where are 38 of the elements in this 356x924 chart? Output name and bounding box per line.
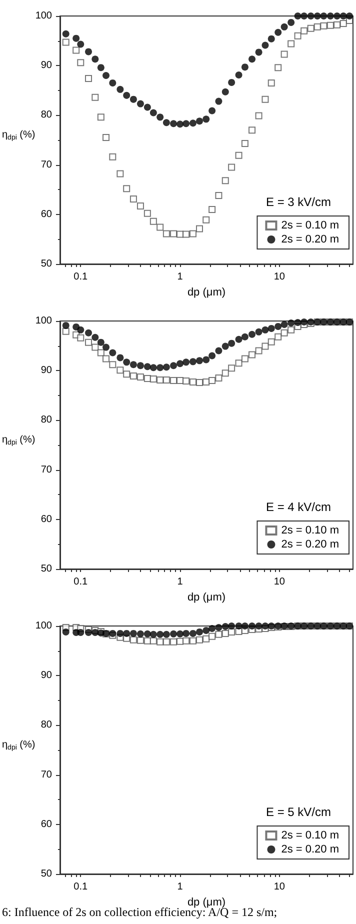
x-tick-label: 10: [274, 272, 286, 282]
y-tick-label: 100: [35, 620, 52, 632]
x-tick-label: 1: [177, 882, 184, 892]
y-tick-label: 70: [40, 159, 52, 170]
legend-label: 2s = 0.20 m: [281, 538, 340, 550]
y-tick-label: 80: [40, 414, 52, 426]
y-tick-label: 70: [40, 464, 52, 476]
y-tick-label: 80: [40, 720, 52, 731]
x-axis-title: dp (μm): [187, 591, 226, 604]
annotation: E = 5 kV/cm: [266, 805, 332, 819]
y-tick-label: 50: [40, 258, 52, 270]
legend-label: 2s = 0.10 m: [281, 220, 340, 232]
x-axis-title: dp (μm): [187, 286, 226, 298]
x-tick-label: 0.1: [74, 576, 88, 588]
y-tick-label: 80: [40, 110, 52, 121]
y-tick-label: 50: [40, 868, 52, 880]
y-tick-label: 50: [40, 564, 52, 574]
x-tick-label: 0.1: [74, 882, 88, 892]
legend-label: 2s = 0.10 m: [281, 830, 340, 842]
x-tick-label: 10: [274, 882, 286, 892]
y-tick-label: 90: [40, 670, 52, 682]
y-tick-label: 60: [40, 208, 52, 220]
annotation: E = 4 kV/cm: [266, 500, 332, 514]
x-tick-label: 1: [177, 576, 184, 588]
legend-label: 2s = 0.20 m: [281, 844, 340, 856]
y-tick-label: 100: [35, 10, 52, 22]
legend-label: 2s = 0.20 m: [281, 234, 340, 246]
y-tick-label: 70: [40, 769, 52, 780]
y-tick-label: 60: [40, 818, 52, 830]
y-tick-label: 90: [40, 365, 52, 376]
x-tick-label: 10: [274, 576, 286, 588]
y-tick-label: 90: [40, 60, 52, 72]
annotation: E = 3 kV/cm: [266, 195, 332, 209]
x-tick-label: 1: [177, 272, 184, 282]
y-tick-label: 60: [40, 514, 52, 525]
x-tick-label: 0.1: [74, 272, 88, 282]
legend-label: 2s = 0.10 m: [281, 524, 340, 536]
y-tick-label: 100: [35, 316, 52, 326]
